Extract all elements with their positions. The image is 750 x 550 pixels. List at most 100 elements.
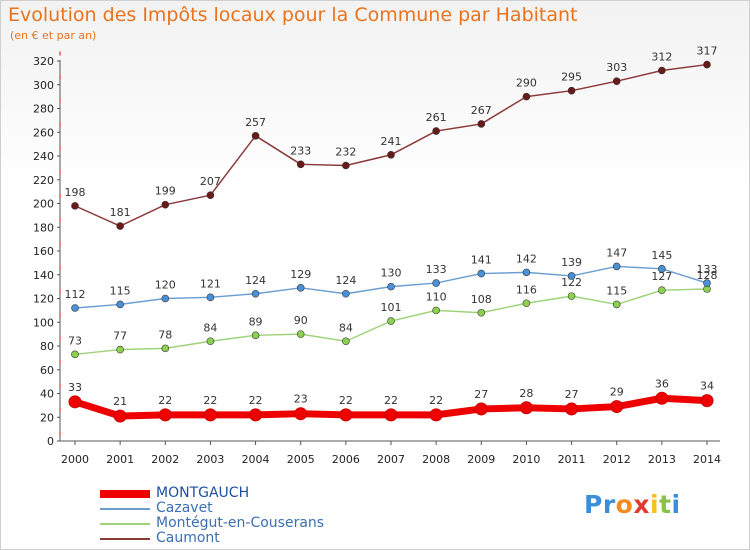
logo-letter: r — [602, 490, 616, 519]
chart-legend: MONTGAUCH Cazavet Montégut-en-Couserans Cau… — [100, 486, 324, 546]
data-label: 133 — [426, 263, 447, 276]
data-point — [342, 337, 350, 346]
chart-subtitle: (en € et par an) — [10, 29, 97, 42]
data-label: 115 — [110, 284, 131, 297]
data-point — [658, 265, 666, 273]
data-label: 27 — [474, 388, 488, 401]
data-point — [474, 402, 488, 416]
data-point — [567, 86, 576, 95]
data-label: 129 — [290, 268, 311, 281]
logo-letter: P — [584, 490, 603, 519]
data-point — [206, 191, 215, 199]
data-label: 121 — [200, 277, 221, 290]
data-point — [342, 289, 350, 298]
data-point — [206, 293, 215, 302]
data-label: 108 — [471, 293, 492, 306]
data-label: 89 — [249, 315, 263, 328]
legend-item: Caumont — [100, 531, 324, 546]
data-label: 127 — [651, 270, 672, 283]
data-label: 199 — [155, 185, 176, 198]
logo-letter: o — [615, 490, 634, 519]
data-point — [612, 262, 621, 271]
data-point — [113, 409, 127, 423]
data-label: 120 — [155, 279, 176, 292]
proxiti-logo: Proxiti — [584, 490, 681, 519]
legend-swatch — [100, 489, 150, 498]
y-tick-label: 280 — [33, 103, 54, 116]
data-point — [251, 331, 260, 340]
x-tick-label: 2011 — [558, 453, 586, 466]
y-tick-label: 260 — [33, 126, 54, 139]
data-label: 22 — [203, 394, 217, 407]
data-label: 233 — [290, 144, 311, 157]
data-label: 295 — [561, 71, 582, 84]
data-point — [477, 269, 486, 278]
data-point — [429, 408, 443, 422]
data-point — [296, 330, 305, 338]
data-label: 22 — [429, 394, 443, 407]
data-point — [432, 279, 440, 287]
data-label: 207 — [200, 175, 221, 188]
data-point — [161, 294, 170, 303]
data-label: 78 — [158, 328, 172, 341]
y-tick-label: 180 — [33, 221, 54, 234]
data-point — [703, 279, 711, 287]
y-tick-label: 220 — [33, 174, 54, 187]
y-tick-label: 120 — [33, 293, 54, 306]
data-label: 261 — [426, 111, 447, 124]
data-point — [522, 299, 531, 308]
data-label: 317 — [697, 45, 718, 58]
data-label: 142 — [516, 252, 537, 265]
y-tick-label: 60 — [40, 364, 54, 377]
data-label: 141 — [471, 254, 492, 267]
y-tick-label: 20 — [40, 411, 54, 424]
data-point — [116, 222, 124, 230]
data-label: 128 — [697, 269, 718, 282]
data-label: 28 — [519, 387, 533, 400]
data-point — [610, 400, 624, 414]
data-label: 290 — [516, 77, 537, 90]
data-label: 130 — [381, 267, 402, 280]
data-point — [432, 127, 440, 135]
data-label: 124 — [335, 274, 356, 287]
data-label: 84 — [203, 321, 217, 334]
data-point — [294, 407, 308, 421]
data-point — [251, 289, 260, 298]
data-label: 241 — [381, 135, 402, 148]
data-label: 90 — [294, 314, 308, 327]
data-point — [700, 394, 714, 408]
x-tick-label: 2002 — [151, 453, 179, 466]
legend-item: Montégut-en-Couserans — [100, 516, 324, 531]
data-point — [432, 306, 440, 315]
data-point — [522, 268, 531, 277]
data-point — [206, 337, 215, 346]
x-tick-label: 2010 — [512, 453, 540, 466]
data-point — [71, 202, 79, 210]
y-tick-label: 40 — [40, 388, 54, 401]
y-tick-label: 140 — [33, 269, 54, 282]
x-tick-label: 2007 — [377, 453, 405, 466]
x-tick-label: 2012 — [603, 453, 631, 466]
y-tick-label: 80 — [40, 340, 54, 353]
data-label: 22 — [249, 394, 263, 407]
x-tick-label: 2005 — [287, 453, 315, 466]
y-tick-label: 200 — [33, 198, 54, 211]
x-tick-label: 2014 — [693, 453, 721, 466]
x-tick-label: 2008 — [422, 453, 450, 466]
data-point — [658, 286, 666, 294]
data-label: 312 — [651, 51, 672, 64]
data-label: 27 — [565, 388, 579, 401]
data-label: 133 — [697, 263, 718, 276]
data-point — [387, 282, 395, 291]
data-point — [161, 200, 170, 209]
data-label: 139 — [561, 256, 582, 269]
data-point — [249, 408, 263, 422]
data-point — [158, 408, 172, 422]
y-tick-label: 160 — [33, 245, 54, 258]
data-point — [68, 395, 82, 409]
data-point — [203, 408, 217, 422]
data-point — [339, 408, 353, 422]
logo-letter: i — [671, 490, 681, 519]
